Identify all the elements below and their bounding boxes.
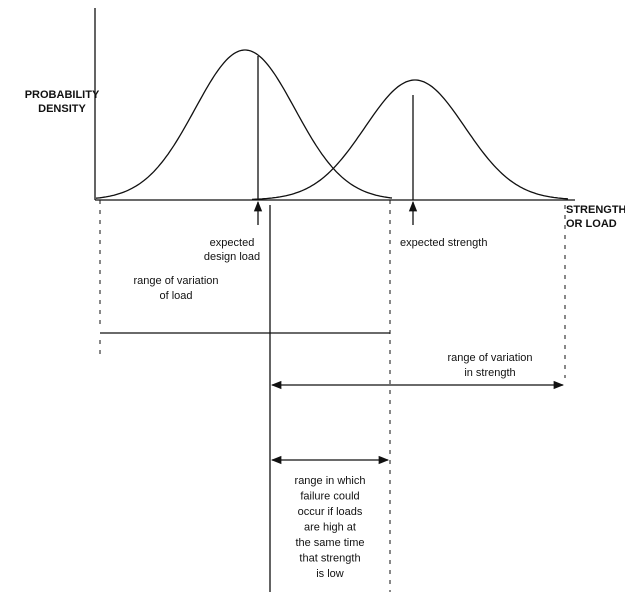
y-axis-label: DENSITY	[38, 103, 86, 115]
load-range-label: range of variation	[134, 275, 219, 287]
failure-range-label: range in which failure could occur if load…	[295, 475, 366, 580]
design-load-label: expected	[210, 237, 255, 249]
strength-label: expected strength	[400, 237, 487, 249]
y-axis-label: PROBABILITY	[25, 89, 100, 101]
strength-range-label: in strength	[464, 367, 515, 379]
failure-range-text: is low	[316, 568, 344, 580]
failure-range-text: occur if loads	[298, 506, 363, 518]
strength-curve	[251, 79, 569, 201]
failure-range-text: range in which	[295, 475, 366, 487]
failure-range-text: that strength	[299, 552, 360, 564]
failure-range-text: failure could	[300, 490, 359, 502]
x-axis-label: OR LOAD	[566, 218, 617, 230]
design-load-label: design load	[204, 251, 260, 263]
load-curve	[95, 49, 393, 199]
failure-range-text: are high at	[304, 521, 356, 533]
failure-range-text: the same time	[295, 537, 364, 549]
load-range-label: of load	[159, 290, 192, 302]
x-axis-label: STRENGTH	[566, 204, 625, 216]
strength-range-label: range of variation	[448, 352, 533, 364]
